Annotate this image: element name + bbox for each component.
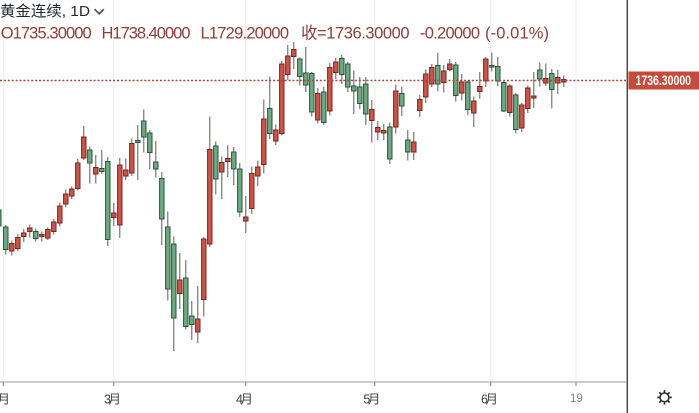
svg-text:1736.30000: 1736.30000 xyxy=(636,72,692,88)
svg-text:3月: 3月 xyxy=(104,393,121,407)
svg-text:4月: 4月 xyxy=(236,393,253,407)
svg-text:5月: 5月 xyxy=(363,393,380,407)
svg-text:(-0.01%): (-0.01%) xyxy=(485,25,549,43)
svg-text:月: 月 xyxy=(0,393,10,407)
svg-text:6月: 6月 xyxy=(481,393,498,407)
svg-text:-0.20000: -0.20000 xyxy=(420,25,480,43)
svg-text:黄金连续, 1D: 黄金连续, 1D xyxy=(0,3,90,20)
svg-text:19: 19 xyxy=(570,393,583,405)
svg-text:O1735.30000: O1735.30000 xyxy=(1,25,92,43)
svg-text:L1729.20000: L1729.20000 xyxy=(201,25,290,43)
svg-text:H1738.40000: H1738.40000 xyxy=(102,25,191,43)
svg-text:收=1736.30000: 收=1736.30000 xyxy=(301,24,410,43)
